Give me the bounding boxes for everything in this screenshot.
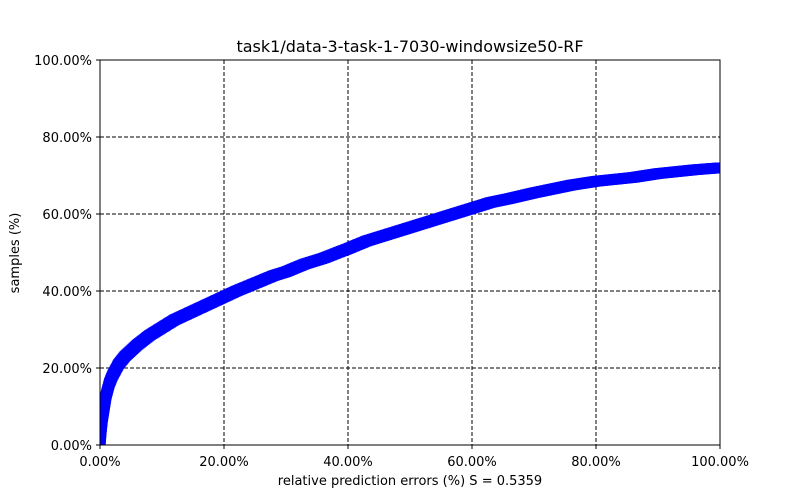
y-tick-label: 40.00% — [42, 285, 92, 300]
y-axis-label: samples (%) — [8, 213, 23, 294]
x-tick-label: 20.00% — [199, 455, 249, 470]
x-axis-ticks: 0.00% 20.00% 40.00% 60.00% 80.00% 100.00% — [79, 445, 749, 470]
x-tick-label: 100.00% — [691, 455, 749, 470]
x-tick-label: 0.00% — [79, 455, 120, 470]
y-tick-label: 60.00% — [42, 208, 92, 223]
y-tick-label: 0.00% — [51, 439, 92, 454]
x-tick-label: 40.00% — [323, 455, 373, 470]
data-point — [714, 162, 720, 174]
chart-title: task1/data-3-task-1-7030-windowsize50-RF — [236, 37, 583, 56]
x-tick-label: 60.00% — [447, 455, 497, 470]
y-tick-label: 100.00% — [34, 54, 92, 69]
y-tick-label: 80.00% — [42, 131, 92, 146]
gridlines — [99, 59, 721, 446]
x-axis-label: relative prediction errors (%) S = 0.535… — [278, 474, 542, 489]
data-points — [100, 162, 720, 445]
y-axis-ticks: 0.00% 20.00% 40.00% 60.00% 80.00% 100.00% — [34, 54, 100, 454]
x-tick-label: 80.00% — [571, 455, 621, 470]
plot-frame — [99, 59, 721, 446]
y-tick-label: 20.00% — [42, 362, 92, 377]
